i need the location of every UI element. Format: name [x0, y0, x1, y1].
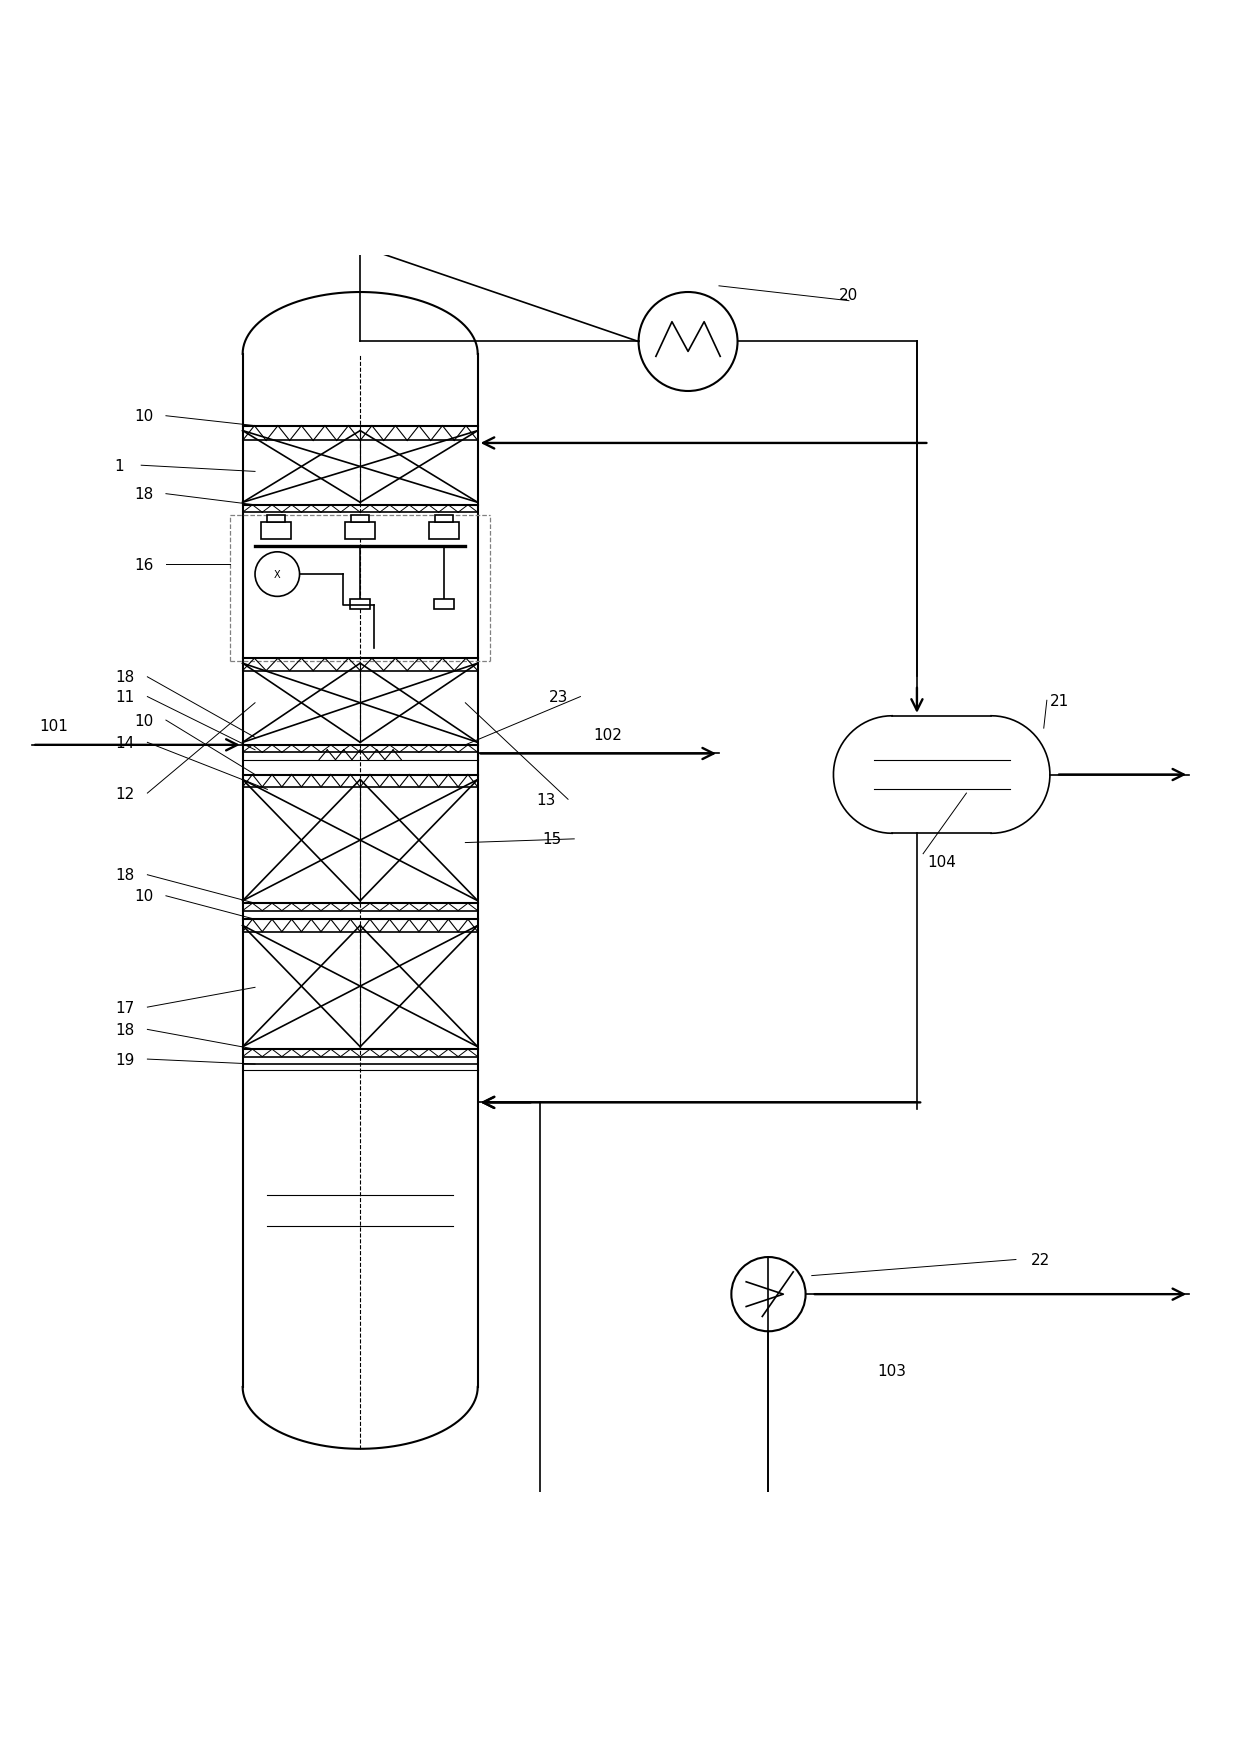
Text: 103: 103 — [878, 1363, 906, 1379]
Text: 1: 1 — [114, 458, 124, 474]
Bar — [345, 523, 374, 540]
Text: 11: 11 — [115, 690, 135, 704]
Text: 13: 13 — [536, 792, 556, 808]
Text: 19: 19 — [115, 1052, 135, 1066]
Text: 104: 104 — [928, 855, 956, 869]
Bar — [267, 516, 285, 523]
Text: X: X — [274, 570, 280, 580]
Text: 18: 18 — [134, 488, 154, 502]
Text: 18: 18 — [115, 867, 135, 883]
Text: 102: 102 — [593, 727, 622, 743]
Text: 22: 22 — [1030, 1252, 1050, 1267]
Bar — [350, 600, 370, 610]
Bar — [351, 516, 370, 523]
Text: 15: 15 — [542, 832, 562, 846]
Text: 21: 21 — [1049, 694, 1069, 708]
Bar — [429, 523, 459, 540]
Text: 10: 10 — [134, 409, 154, 425]
Text: 18: 18 — [115, 1023, 135, 1037]
Text: 12: 12 — [115, 787, 135, 801]
Bar — [435, 516, 454, 523]
Text: 20: 20 — [839, 288, 858, 302]
Text: 101: 101 — [38, 718, 68, 732]
Text: 18: 18 — [115, 669, 135, 685]
Bar — [434, 600, 454, 610]
Text: 23: 23 — [548, 690, 568, 704]
Text: 17: 17 — [115, 1000, 135, 1016]
Text: 14: 14 — [115, 736, 135, 750]
Text: 10: 10 — [134, 713, 154, 729]
Text: 16: 16 — [134, 558, 154, 572]
Bar — [262, 523, 291, 540]
Text: 10: 10 — [134, 888, 154, 904]
